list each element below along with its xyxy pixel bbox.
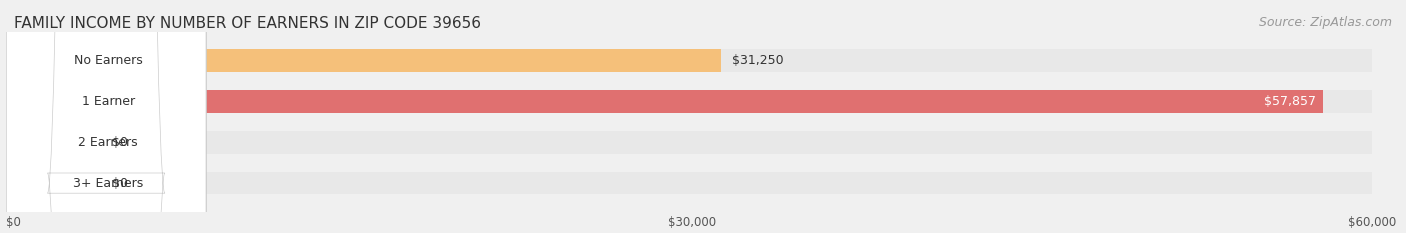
Bar xyxy=(13,172,101,194)
Text: $0: $0 xyxy=(112,177,128,190)
Bar xyxy=(13,90,1372,113)
FancyBboxPatch shape xyxy=(6,0,207,233)
Text: 2 Earners: 2 Earners xyxy=(79,136,138,149)
Text: 3+ Earners: 3+ Earners xyxy=(73,177,143,190)
FancyBboxPatch shape xyxy=(6,0,207,233)
FancyBboxPatch shape xyxy=(6,0,207,233)
FancyBboxPatch shape xyxy=(6,0,207,233)
Bar xyxy=(13,131,101,154)
Text: FAMILY INCOME BY NUMBER OF EARNERS IN ZIP CODE 39656: FAMILY INCOME BY NUMBER OF EARNERS IN ZI… xyxy=(14,16,481,31)
Bar xyxy=(13,49,721,72)
Bar xyxy=(13,49,1372,72)
Text: $0: $0 xyxy=(112,136,128,149)
Text: $31,250: $31,250 xyxy=(731,54,783,67)
Bar xyxy=(13,131,1372,154)
Bar xyxy=(13,172,1372,194)
Text: No Earners: No Earners xyxy=(75,54,142,67)
Text: $57,857: $57,857 xyxy=(1264,95,1316,108)
Text: 1 Earner: 1 Earner xyxy=(82,95,135,108)
Text: Source: ZipAtlas.com: Source: ZipAtlas.com xyxy=(1258,16,1392,29)
Bar xyxy=(13,90,1323,113)
